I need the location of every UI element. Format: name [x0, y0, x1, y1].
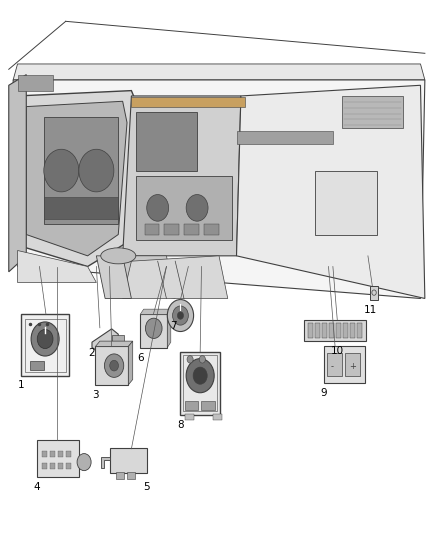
Bar	[136, 112, 197, 171]
Circle shape	[193, 367, 207, 384]
Bar	[342, 96, 403, 128]
Bar	[140, 314, 167, 348]
Circle shape	[186, 359, 214, 393]
Text: 10: 10	[331, 346, 344, 357]
Bar	[58, 463, 63, 469]
Bar	[336, 323, 341, 338]
Bar	[127, 472, 135, 479]
Polygon shape	[18, 251, 96, 282]
Bar	[164, 224, 179, 235]
Circle shape	[77, 454, 91, 471]
Text: 7: 7	[170, 321, 177, 331]
Bar	[58, 451, 63, 457]
Bar	[66, 451, 71, 457]
Bar	[315, 171, 377, 235]
Bar	[357, 323, 362, 338]
Bar	[329, 323, 334, 338]
Bar	[201, 401, 215, 410]
Circle shape	[186, 195, 208, 221]
Circle shape	[147, 195, 169, 221]
Polygon shape	[96, 256, 131, 298]
Bar	[370, 286, 378, 300]
Circle shape	[110, 360, 118, 371]
Circle shape	[37, 329, 53, 349]
Bar	[213, 414, 222, 420]
Text: 1: 1	[18, 380, 25, 390]
Bar	[42, 451, 47, 457]
Polygon shape	[18, 91, 140, 266]
Polygon shape	[123, 96, 241, 256]
Circle shape	[199, 356, 205, 363]
Bar	[18, 75, 53, 91]
Polygon shape	[13, 80, 425, 298]
Bar	[50, 463, 55, 469]
Circle shape	[173, 306, 188, 325]
Ellipse shape	[101, 248, 136, 264]
Bar	[21, 314, 69, 376]
Text: +: +	[350, 362, 357, 371]
Bar	[30, 361, 44, 370]
Text: 3: 3	[92, 390, 99, 400]
Polygon shape	[9, 75, 26, 272]
Circle shape	[177, 312, 184, 319]
Circle shape	[44, 149, 79, 192]
Bar	[180, 352, 220, 415]
Bar	[25, 319, 66, 372]
Polygon shape	[123, 256, 228, 298]
Bar	[185, 401, 198, 410]
Bar	[50, 451, 55, 457]
Bar	[37, 440, 79, 477]
Polygon shape	[95, 341, 133, 346]
Bar	[315, 323, 320, 338]
Circle shape	[145, 318, 162, 338]
Bar	[42, 463, 47, 469]
Bar	[44, 117, 118, 224]
Polygon shape	[167, 309, 171, 348]
Bar	[322, 323, 327, 338]
Bar	[343, 323, 348, 338]
Bar	[131, 97, 245, 107]
Bar	[183, 355, 217, 411]
Circle shape	[167, 300, 194, 332]
Bar	[66, 463, 71, 469]
Text: 5: 5	[143, 482, 150, 492]
Text: 11: 11	[364, 305, 377, 315]
Bar	[44, 197, 118, 219]
Text: 6: 6	[137, 353, 144, 363]
Polygon shape	[13, 64, 425, 80]
Polygon shape	[114, 256, 175, 298]
Circle shape	[105, 354, 124, 377]
Polygon shape	[140, 309, 171, 314]
Text: 4: 4	[34, 482, 41, 492]
Bar	[145, 224, 159, 235]
Bar	[110, 448, 147, 473]
Circle shape	[31, 322, 59, 356]
Bar	[345, 353, 360, 376]
Polygon shape	[237, 85, 425, 298]
Text: 8: 8	[177, 420, 184, 430]
Text: 9: 9	[321, 388, 328, 398]
Bar	[308, 323, 313, 338]
Bar	[116, 472, 124, 479]
Text: -: -	[331, 362, 333, 371]
Bar	[204, 224, 219, 235]
Text: 2: 2	[88, 348, 95, 358]
Bar	[237, 131, 333, 144]
Bar	[185, 414, 194, 420]
Bar	[324, 346, 365, 383]
Polygon shape	[26, 101, 127, 256]
Bar	[304, 320, 366, 341]
Bar	[327, 353, 342, 376]
Bar	[112, 335, 124, 345]
Bar	[350, 323, 355, 338]
Circle shape	[187, 356, 193, 363]
Bar	[184, 224, 199, 235]
Polygon shape	[92, 329, 118, 350]
Bar	[95, 346, 128, 385]
Polygon shape	[101, 457, 110, 468]
Bar	[136, 176, 232, 240]
Circle shape	[79, 149, 114, 192]
Polygon shape	[128, 341, 133, 385]
